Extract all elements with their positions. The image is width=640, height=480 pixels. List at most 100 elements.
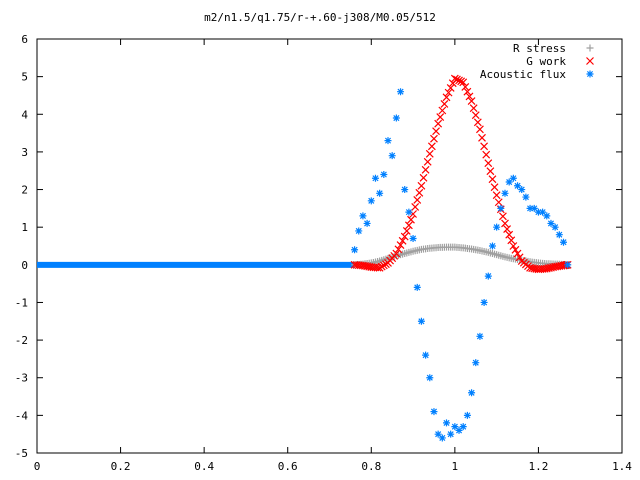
data-point	[407, 215, 415, 224]
data-point	[377, 262, 386, 271]
data-point	[359, 212, 367, 220]
data-point	[401, 186, 409, 194]
data-point	[392, 114, 400, 122]
x-tick-label: 0.8	[361, 460, 381, 473]
data-point	[411, 203, 420, 211]
data-point	[518, 186, 526, 194]
data-point	[409, 234, 417, 242]
data-point	[511, 245, 520, 254]
data-marks	[37, 74, 572, 442]
data-point	[461, 83, 470, 91]
data-point	[476, 332, 484, 340]
x-tick-label: 0.2	[111, 460, 131, 473]
data-point	[498, 212, 507, 221]
data-point	[505, 178, 513, 186]
data-point	[380, 170, 388, 178]
data-point	[434, 119, 443, 128]
data-point	[526, 204, 534, 212]
data-point	[473, 118, 482, 127]
data-point	[417, 317, 425, 325]
y-tick-label: -4	[15, 409, 29, 422]
data-point	[392, 249, 401, 258]
data-point	[551, 223, 559, 231]
data-point	[388, 152, 396, 160]
data-point	[560, 238, 567, 246]
chart-title: m2/n1.5/q1.75/r-+.60-j308/M0.05/512	[204, 11, 436, 24]
data-point	[363, 219, 371, 227]
data-point	[440, 99, 449, 108]
data-point	[539, 208, 547, 216]
data-point	[371, 174, 379, 182]
data-point	[404, 221, 413, 230]
y-tick-label: -5	[15, 447, 28, 460]
y-tick-label: 0	[21, 259, 28, 272]
data-point	[459, 423, 467, 431]
data-point	[422, 351, 430, 359]
data-point	[503, 225, 512, 233]
y-tick-label: 4	[21, 108, 28, 121]
data-point	[507, 236, 516, 245]
data-point	[453, 75, 461, 84]
data-point	[413, 195, 422, 204]
data-point	[484, 272, 492, 280]
legend-label: R stress	[513, 42, 566, 55]
axis-ticks: 0 0.2 0.4 0.6 0.8 1 1.2 1.4 -5 -4 -3 -2 -1 0 1 2 3 4 5 6	[15, 33, 633, 473]
x-tick-label: 0.4	[194, 460, 214, 473]
legend-label: Acoustic flux	[480, 68, 566, 81]
data-point	[427, 142, 436, 151]
data-point	[442, 93, 451, 102]
data-point	[430, 134, 438, 143]
y-tick-label: 5	[21, 71, 28, 84]
data-point	[513, 249, 522, 258]
data-point	[443, 419, 450, 427]
data-point	[451, 423, 459, 431]
data-point	[522, 193, 530, 201]
series-acoustic-flux	[351, 88, 572, 442]
data-point	[367, 197, 375, 205]
data-point	[509, 174, 517, 182]
data-point	[488, 242, 496, 250]
x-tick-label: 1.4	[612, 460, 632, 473]
data-point	[482, 150, 491, 159]
y-tick-label: -2	[15, 334, 28, 347]
data-point	[468, 389, 476, 397]
y-tick-label: 6	[21, 33, 28, 46]
x-tick-label: 1	[452, 460, 459, 473]
data-point	[417, 181, 426, 190]
data-point	[396, 241, 405, 249]
series-g-work	[350, 74, 572, 274]
data-point	[415, 188, 424, 197]
data-point	[480, 142, 489, 151]
legend-marker	[586, 57, 594, 65]
data-point	[494, 198, 503, 207]
data-point	[564, 261, 572, 269]
y-tick-label: 3	[21, 146, 28, 159]
x-tick-label: 0.6	[278, 460, 298, 473]
data-point	[430, 408, 438, 416]
data-point	[355, 227, 363, 235]
data-point	[465, 92, 474, 101]
y-tick-label: 2	[21, 184, 28, 197]
data-point	[351, 246, 359, 254]
data-point	[419, 173, 428, 182]
data-point	[423, 157, 432, 166]
data-point	[455, 426, 463, 434]
data-point	[476, 125, 484, 134]
data-point	[405, 208, 413, 216]
plot-frame	[36, 38, 623, 454]
data-point	[384, 137, 392, 145]
data-point	[497, 204, 505, 212]
data-point	[515, 253, 524, 262]
data-point	[471, 111, 480, 120]
data-point	[555, 231, 563, 239]
data-point	[530, 204, 538, 212]
data-point	[472, 359, 480, 367]
data-point	[490, 183, 499, 192]
data-point	[469, 104, 478, 113]
data-point	[375, 263, 384, 272]
x-tick-label: 1.2	[528, 460, 548, 473]
data-point	[509, 242, 518, 250]
data-point	[478, 133, 486, 142]
